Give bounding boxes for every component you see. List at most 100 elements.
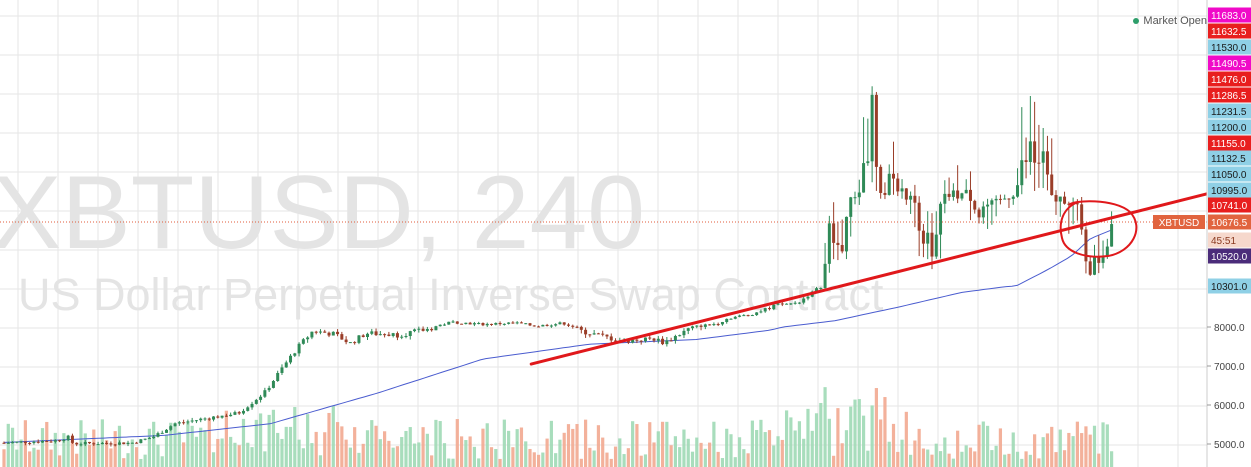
candle-body (596, 333, 600, 335)
candle-body (413, 329, 417, 332)
price-label-bg (1208, 87, 1251, 103)
volume-bar (853, 399, 857, 467)
candle-body (656, 338, 660, 341)
candle-body (682, 330, 686, 336)
volume-bar (288, 426, 293, 467)
volume-bar (985, 425, 990, 467)
volume-bar (421, 427, 425, 467)
volume-bar (832, 455, 836, 467)
volume-bar (160, 456, 164, 467)
volume-bar (909, 454, 913, 467)
volume-bar (579, 458, 583, 467)
volume-bar (763, 432, 767, 467)
candle-body (904, 188, 908, 200)
candle-body (92, 443, 96, 445)
candle-body (45, 440, 49, 442)
volume-bar (524, 441, 528, 467)
volume-bar (891, 423, 896, 467)
volume-bar (246, 442, 250, 467)
candle-body (361, 335, 365, 337)
candle-body (370, 331, 374, 334)
candle-body (297, 343, 301, 354)
volume-bar (669, 445, 673, 467)
volume-bar (926, 449, 930, 467)
volume-bar (404, 430, 408, 467)
candle-body (220, 415, 224, 418)
volume-bar (947, 453, 951, 467)
volume-bar (45, 421, 49, 467)
candle-body (1105, 246, 1109, 257)
volume-bar (250, 447, 254, 467)
grid (0, 0, 1207, 467)
candle-body (314, 331, 318, 333)
volume-bar (254, 419, 258, 467)
volume-bar (622, 454, 626, 467)
candle-body (537, 326, 541, 328)
volume-bar (802, 438, 806, 467)
candle-body (661, 338, 665, 345)
price-label: 10301.0 (1211, 282, 1248, 293)
candle-body (519, 322, 523, 324)
candle-body (827, 223, 831, 264)
drawings[interactable]: XBTUSD (529, 192, 1209, 366)
volume-bar (780, 439, 784, 467)
volume-bar (797, 421, 802, 467)
candle-body (870, 94, 874, 162)
price-label-bg (1208, 278, 1251, 294)
price-label: 11050.0 (1211, 170, 1247, 181)
y-axis-tick-label: 5000.0 (1214, 440, 1245, 451)
volume-bar (105, 440, 109, 467)
price-label: 11683.0 (1211, 11, 1247, 22)
symbol-tag-text: XBTUSD (1159, 218, 1200, 229)
candle-body (1054, 195, 1058, 202)
volume-bar (588, 447, 592, 467)
volume-bar (729, 434, 733, 467)
candle-body (53, 440, 57, 442)
candle-body (173, 423, 177, 427)
price-label-bg (1208, 232, 1251, 248)
candle-body (746, 315, 750, 317)
candle-body (1037, 162, 1041, 164)
price-axis[interactable]: 5000.0 6000.0 7000.0 8000.0 11683.0 11632.5 11… (1206, 0, 1251, 467)
volume-bar (96, 444, 100, 467)
candle-body (348, 342, 352, 344)
volume-bar (699, 442, 703, 467)
candle-body (977, 209, 981, 218)
volume-bar (258, 413, 263, 467)
candle-body (19, 441, 23, 443)
volume-bar (575, 424, 579, 467)
candle-body (968, 189, 972, 201)
candle-body (28, 443, 32, 445)
candle-body (772, 304, 776, 310)
volume-bar (49, 449, 53, 467)
candle-body (177, 422, 181, 424)
volume-bar (425, 433, 429, 467)
candle-body (686, 328, 690, 331)
volume-bar (1015, 451, 1020, 467)
price-label-bg (1208, 71, 1251, 87)
volume-bar (464, 440, 468, 467)
candle-body (96, 444, 100, 446)
candle-body (699, 325, 703, 327)
candle-body (545, 324, 549, 326)
volume-bar (241, 418, 246, 467)
volume-bar (592, 450, 596, 467)
volume-bar (122, 458, 126, 467)
candles (2, 86, 1114, 447)
candle-body (66, 435, 70, 440)
candle-body (960, 193, 964, 199)
volume-bar (515, 429, 519, 467)
volume-bar (1054, 452, 1058, 467)
volume-bar (237, 445, 241, 467)
candle-body (75, 442, 79, 445)
volume-bar (605, 452, 609, 467)
volume-bar (857, 399, 861, 467)
candle-body (720, 321, 724, 325)
volume-bar (1020, 458, 1024, 467)
price-label-bg (1208, 39, 1251, 55)
volume-bar (827, 418, 831, 467)
volume-bar (1003, 454, 1007, 467)
candle-body (832, 223, 836, 243)
